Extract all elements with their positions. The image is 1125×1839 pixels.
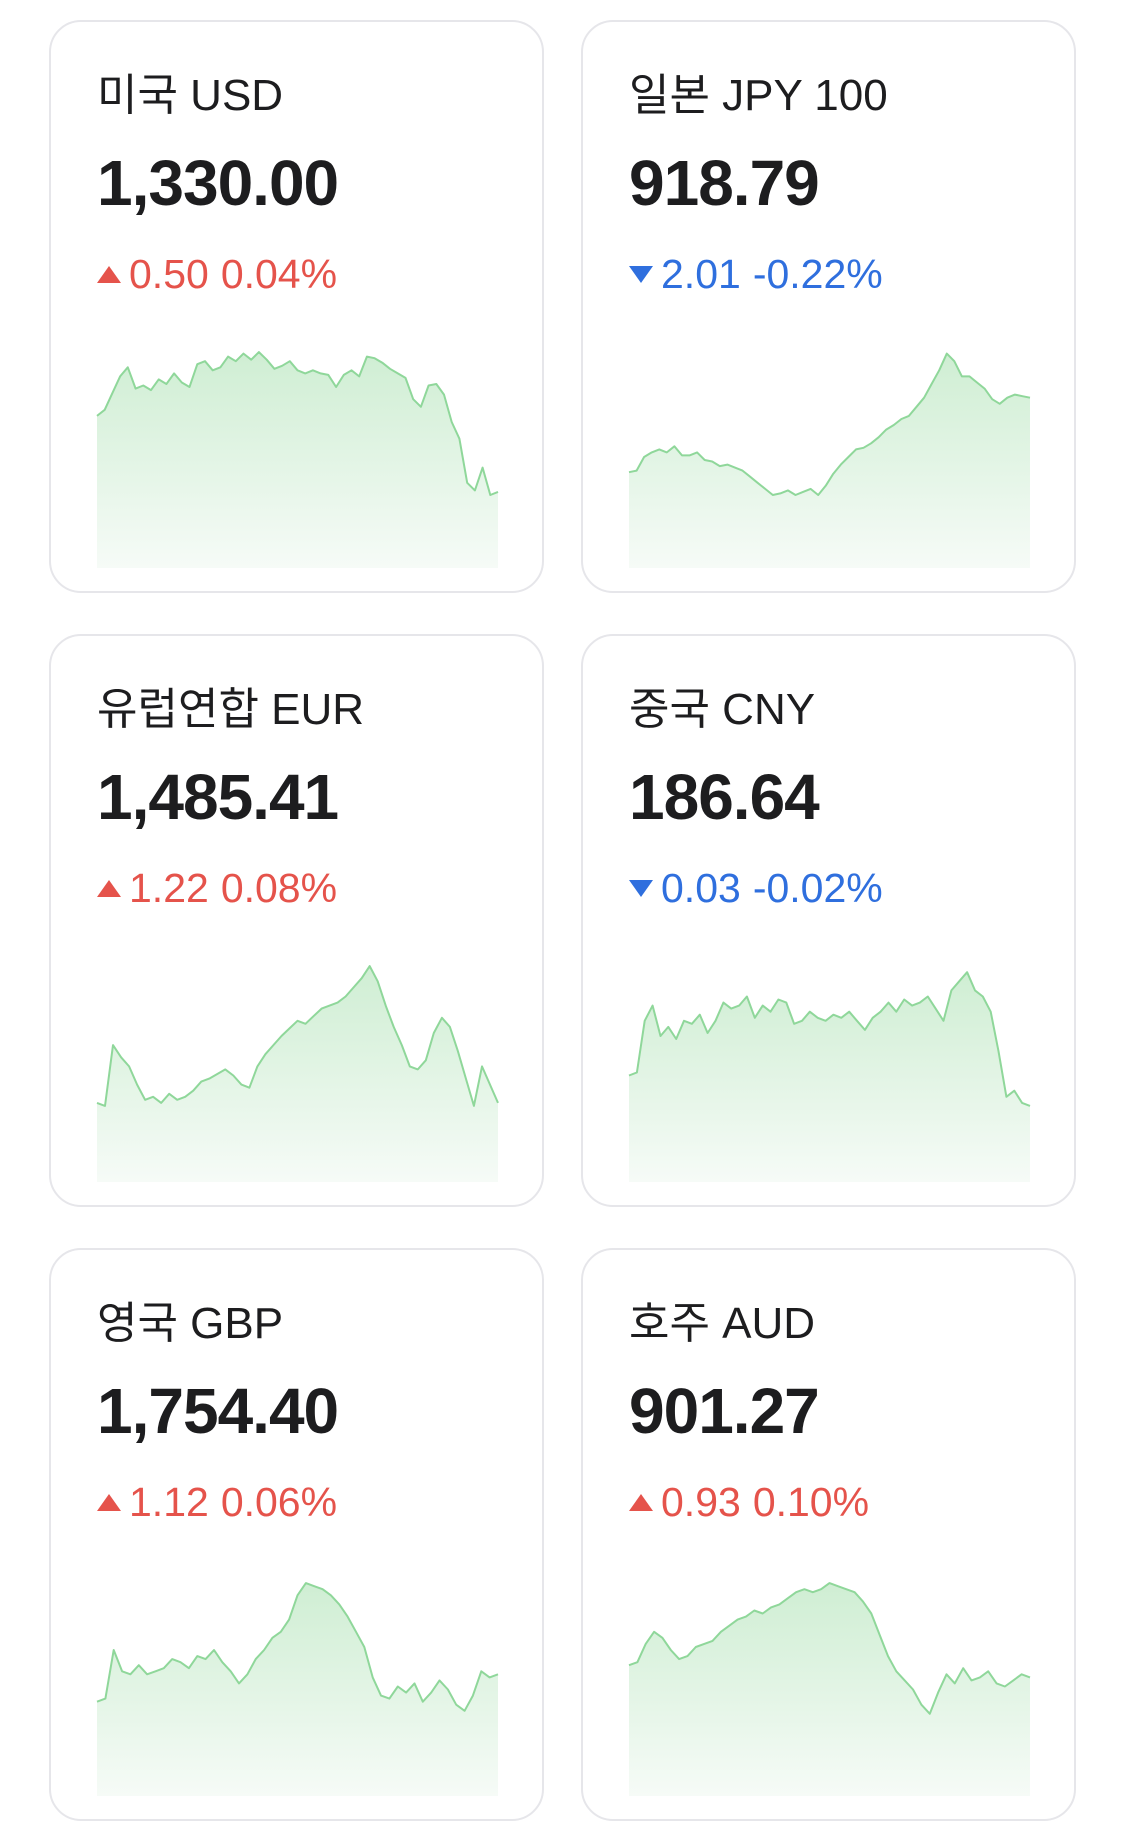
currency-name: 영국 GBP: [97, 1299, 284, 1348]
currency-card-cny[interactable]: 중국 CNY 186.64 0.03 -0.02%: [581, 634, 1076, 1207]
change-indicator: 1.22 0.08%: [97, 864, 337, 912]
change-amount: 2.01: [661, 251, 741, 297]
sparkline-line: [628, 352, 1031, 496]
down-arrow-icon: [629, 879, 653, 897]
sparkline-chart: [628, 352, 1031, 568]
sparkline-line: [96, 965, 499, 1107]
change-amount: 1.22: [129, 865, 209, 911]
currency-card-gbp[interactable]: 영국 GBP 1,754.40 1.12 0.06%: [49, 1248, 544, 1821]
sparkline-chart: [96, 1582, 499, 1796]
change-percent: 0.08%: [220, 865, 338, 911]
currency-name: 중국 CNY: [629, 685, 816, 734]
change-amount: 0.03: [661, 865, 741, 911]
sparkline-area: [97, 352, 498, 568]
change-indicator: 0.03 -0.02%: [629, 864, 883, 912]
sparkline-chart: [96, 351, 499, 568]
exchange-rate-grid: 미국 USD 1,330.00 0.50 0.04% 일본 JPY 100 91…: [49, 20, 1076, 1821]
currency-name: 일본 JPY 100: [629, 71, 888, 120]
change-indicator: 0.93 0.10%: [629, 1478, 869, 1526]
down-arrow-icon: [629, 265, 653, 283]
currency-card-usd[interactable]: 미국 USD 1,330.00 0.50 0.04%: [49, 20, 544, 593]
exchange-rate-value: 1,754.40: [97, 1375, 339, 1447]
currency-card-eur[interactable]: 유럽연합 EUR 1,485.41 1.22 0.08%: [49, 634, 544, 1207]
change-indicator: 1.12 0.06%: [97, 1478, 337, 1526]
currency-card-aud[interactable]: 호주 AUD 901.27 0.93 0.10%: [581, 1248, 1076, 1821]
up-arrow-icon: [629, 1493, 653, 1511]
change-amount: 0.50: [129, 251, 209, 297]
sparkline-chart: [628, 1582, 1031, 1796]
change-percent: 0.04%: [220, 251, 338, 297]
sparkline-line: [96, 1582, 499, 1712]
sparkline-area: [629, 353, 1030, 568]
exchange-rate-value: 901.27: [629, 1375, 820, 1447]
sparkline-area: [97, 966, 498, 1182]
up-arrow-icon: [97, 1493, 121, 1511]
sparkline-line: [96, 351, 499, 496]
change-percent: -0.02%: [752, 865, 883, 911]
change-indicator: 2.01 -0.22%: [629, 250, 883, 298]
sparkline-line: [628, 1582, 1031, 1715]
currency-card-jpy[interactable]: 일본 JPY 100 918.79 2.01 -0.22%: [581, 20, 1076, 593]
change-amount: 0.93: [661, 1479, 741, 1525]
exchange-rate-value: 186.64: [629, 761, 820, 833]
change-percent: 0.06%: [220, 1479, 338, 1525]
currency-name: 호주 AUD: [629, 1299, 816, 1348]
currency-name: 미국 USD: [97, 71, 284, 120]
sparkline-chart: [628, 971, 1031, 1182]
sparkline-chart: [96, 965, 499, 1182]
change-percent: -0.22%: [752, 251, 883, 297]
up-arrow-icon: [97, 265, 121, 283]
change-percent: 0.10%: [752, 1479, 870, 1525]
exchange-rate-value: 1,330.00: [97, 147, 339, 219]
up-arrow-icon: [97, 879, 121, 897]
change-amount: 1.12: [129, 1479, 209, 1525]
exchange-rate-value: 1,485.41: [97, 761, 339, 833]
sparkline-area: [629, 1583, 1030, 1796]
sparkline-line: [628, 971, 1031, 1107]
change-indicator: 0.50 0.04%: [97, 250, 337, 298]
exchange-rate-value: 918.79: [629, 147, 820, 219]
sparkline-area: [97, 1583, 498, 1796]
currency-name: 유럽연합 EUR: [97, 685, 365, 734]
sparkline-area: [629, 972, 1030, 1182]
